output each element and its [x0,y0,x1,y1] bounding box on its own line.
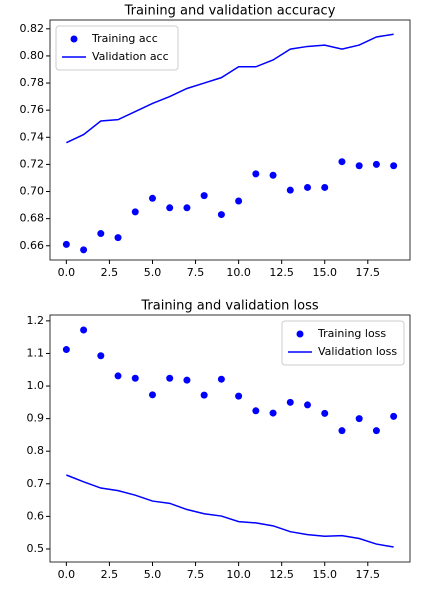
point [235,197,243,205]
point [338,158,346,166]
x-tick-label: 0.0 [58,568,76,581]
point [97,352,105,360]
point [80,326,88,334]
point [166,374,174,382]
point [200,192,208,200]
y-tick-label: 0.80 [20,49,45,62]
y-tick-label: 1.2 [27,314,45,327]
y-tick-label: 1.1 [27,346,45,359]
x-tick-label: 0.0 [58,266,76,279]
point [131,208,139,216]
point [372,160,380,168]
point [390,412,398,420]
legend-marker [296,330,304,338]
point [166,204,174,212]
legend-box [281,320,405,366]
point [355,162,363,170]
point [148,391,156,399]
chart: Training and validation accuracy 0.0 2.5 5.… [20,4,411,279]
y-tick-label: 0.5 [27,542,45,555]
point [286,186,294,194]
y-tick-label: 1.0 [27,379,45,392]
y-tick-label: 0.76 [20,103,45,116]
point [200,391,208,399]
y-tick-label: 0.74 [20,130,45,143]
point [372,427,380,435]
legend-marker [70,35,78,43]
point [80,246,88,254]
point [131,374,139,382]
y-tick-label: 0.8 [27,444,45,457]
x-tick-label: 15.0 [312,266,337,279]
x-tick-label: 15.0 [312,568,337,581]
x-tick-label: 17.5 [356,266,381,279]
plot-frame [49,19,411,261]
y-tick-label: 0.68 [20,212,45,225]
y-tick-label: 0.78 [20,76,45,89]
line [66,474,394,548]
point [148,194,156,202]
y-tick-label: 0.82 [20,22,45,35]
legend-box [55,25,179,71]
point [286,398,294,406]
point [355,415,363,423]
x-tick-label: 7.5 [187,266,205,279]
y-tick-label: 0.9 [27,412,45,425]
point [321,183,329,191]
y-tick-label: 0.70 [20,185,45,198]
x-tick-label: 5.0 [144,266,162,279]
y-tick-label: 0.72 [20,157,45,170]
point [97,230,105,238]
point [390,162,398,170]
point [217,375,225,383]
y-tick-label: 0.66 [20,239,45,252]
legend-label: Training loss [317,327,386,340]
line [66,33,394,144]
x-tick-label: 12.5 [269,568,294,581]
point [338,427,346,435]
point [217,211,225,219]
point [252,170,260,178]
x-tick-label: 2.5 [101,266,119,279]
point [269,409,277,417]
plot-frame [49,314,411,563]
point [114,234,122,242]
legend-label: Training acc [91,32,158,45]
legend-label: Validation acc [92,50,169,63]
x-tick-label: 2.5 [101,568,119,581]
y-tick-label: 0.6 [27,509,45,522]
point [321,409,329,417]
point [62,240,70,248]
point [183,204,191,212]
point [183,376,191,384]
point [235,392,243,400]
chart: Training and validation loss 0.0 2.5 5.0 7.5… [27,299,411,581]
x-tick-label: 10.0 [226,568,251,581]
point [114,372,122,380]
point [62,346,70,354]
x-tick-label: 10.0 [226,266,251,279]
point [304,401,312,409]
chart-title: Training and validation loss [140,299,318,314]
x-tick-label: 7.5 [187,568,205,581]
x-tick-label: 17.5 [356,568,381,581]
point [304,183,312,191]
y-tick-label: 0.7 [27,477,45,490]
point [252,407,260,415]
legend-label: Validation loss [318,345,397,358]
chart-title: Training and validation accuracy [124,4,336,19]
x-tick-label: 5.0 [144,568,162,581]
x-tick-label: 12.5 [269,266,294,279]
point [269,171,277,179]
